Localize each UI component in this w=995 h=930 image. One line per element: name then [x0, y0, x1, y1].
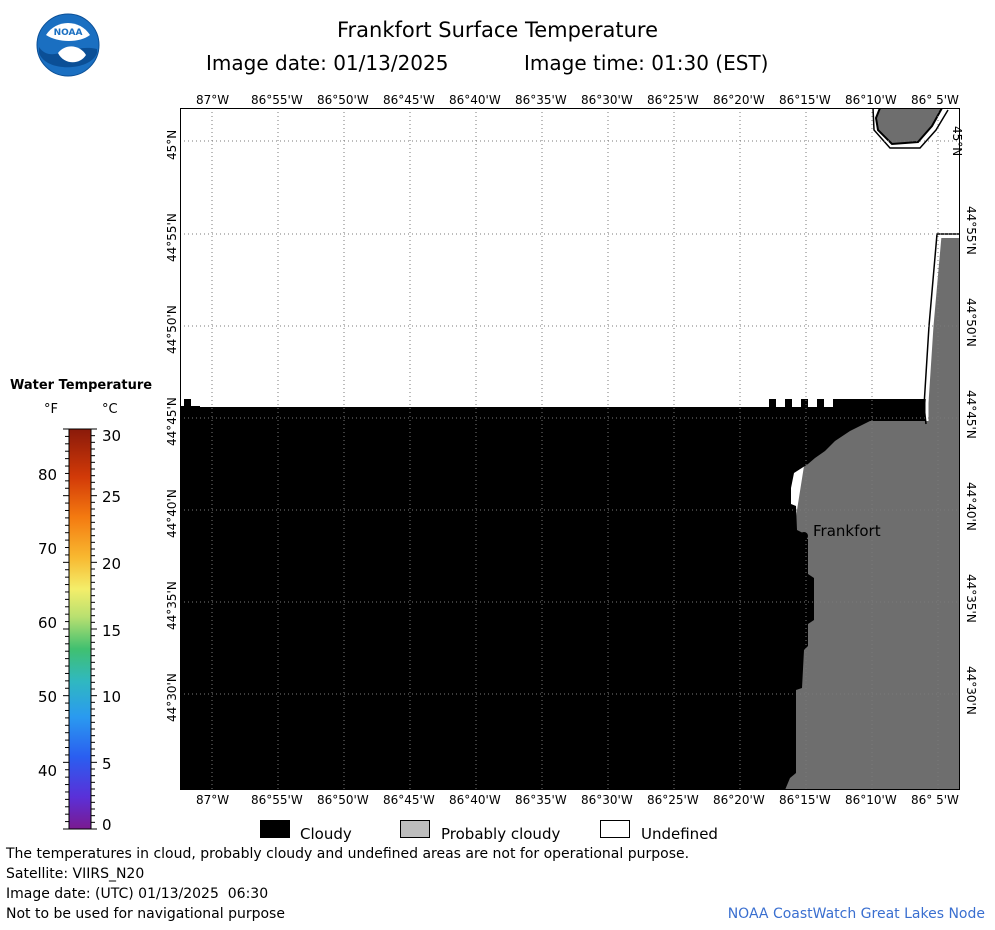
c-tick: 30	[102, 427, 121, 445]
lon-tick: 86°35'W	[515, 793, 567, 807]
legend-label-undefined: Undefined	[641, 825, 718, 843]
lon-tick: 86° 5'W	[911, 793, 959, 807]
lon-tick: 86°45'W	[383, 793, 435, 807]
lon-tick: 86°45'W	[383, 93, 435, 107]
lon-tick: 86°30'W	[581, 93, 633, 107]
lon-tick: 87°W	[196, 793, 229, 807]
map-svg	[180, 108, 960, 790]
lat-tick: 44°55'N	[964, 206, 978, 255]
lon-tick: 86°35'W	[515, 93, 567, 107]
lon-tick: 86°25'W	[647, 793, 699, 807]
c-tick: 20	[102, 555, 121, 573]
lon-tick: 86°10'W	[845, 93, 897, 107]
footer-satellite: Satellite: VIIRS_N20	[6, 866, 144, 882]
lon-tick: 86°10'W	[845, 793, 897, 807]
map-area: Frankfort	[180, 108, 960, 790]
place-label-frankfort: Frankfort	[813, 522, 881, 540]
lon-tick: 86° 5'W	[911, 93, 959, 107]
f-tick: 50	[38, 688, 57, 706]
footer-note: The temperatures in cloud, probably clou…	[6, 846, 689, 862]
colorbar-title: Water Temperature	[10, 378, 152, 393]
colorbar	[60, 428, 100, 832]
lon-tick: 86°50'W	[317, 93, 369, 107]
lon-tick: 86°55'W	[251, 93, 303, 107]
footer-nav: Not to be used for navigational purpose	[6, 906, 285, 922]
lat-tick: 44°30'N	[165, 673, 179, 722]
lat-tick: 45°N	[165, 130, 179, 160]
lon-tick: 86°25'W	[647, 93, 699, 107]
image-time: Image time: 01:30 (EST)	[524, 51, 768, 75]
lat-tick: 44°45'N	[165, 397, 179, 446]
legend-swatch-undefined	[600, 820, 630, 838]
c-tick: 10	[102, 688, 121, 706]
lon-tick: 86°40'W	[449, 93, 501, 107]
colorbar-unit-c: °C	[102, 402, 118, 417]
lat-tick: 44°30'N	[964, 666, 978, 715]
legend-swatch-probably-cloudy	[400, 820, 430, 838]
page-title: Frankfort Surface Temperature	[0, 18, 995, 42]
image-date: Image date: 01/13/2025	[206, 51, 448, 75]
lat-tick: 44°50'N	[165, 305, 179, 354]
c-tick: 5	[102, 755, 112, 773]
lon-tick: 87°W	[196, 93, 229, 107]
lat-tick: 44°40'N	[964, 482, 978, 531]
frankfort-marker	[800, 532, 808, 540]
lon-tick: 86°15'W	[779, 793, 831, 807]
lat-tick: 44°45'N	[964, 390, 978, 439]
colorbar-unit-f: °F	[44, 402, 58, 417]
legend-swatch-cloudy	[260, 820, 290, 838]
lat-tick: 44°40'N	[165, 489, 179, 538]
lon-tick: 86°20'W	[713, 93, 765, 107]
legend-label-probably-cloudy: Probably cloudy	[441, 825, 560, 843]
lat-tick: 44°35'N	[165, 581, 179, 630]
lat-tick: 44°55'N	[165, 213, 179, 262]
lat-tick: 44°35'N	[964, 574, 978, 623]
c-tick: 25	[102, 488, 121, 506]
f-tick: 60	[38, 614, 57, 632]
f-tick: 70	[38, 540, 57, 558]
c-tick: 15	[102, 622, 121, 640]
legend-label-cloudy: Cloudy	[300, 825, 352, 843]
lat-tick: 44°50'N	[964, 298, 978, 347]
lon-tick: 86°15'W	[779, 93, 831, 107]
lon-tick: 86°20'W	[713, 793, 765, 807]
footer-credit: NOAA CoastWatch Great Lakes Node	[728, 906, 985, 922]
f-tick: 40	[38, 762, 57, 780]
footer-utc-date: Image date: (UTC) 01/13/2025 06:30	[6, 886, 268, 902]
f-tick: 80	[38, 466, 57, 484]
lat-tick: 45°N	[950, 126, 964, 156]
c-tick: 0	[102, 816, 112, 834]
lon-tick: 86°55'W	[251, 793, 303, 807]
lon-tick: 86°50'W	[317, 793, 369, 807]
lon-tick: 86°40'W	[449, 793, 501, 807]
lon-tick: 86°30'W	[581, 793, 633, 807]
